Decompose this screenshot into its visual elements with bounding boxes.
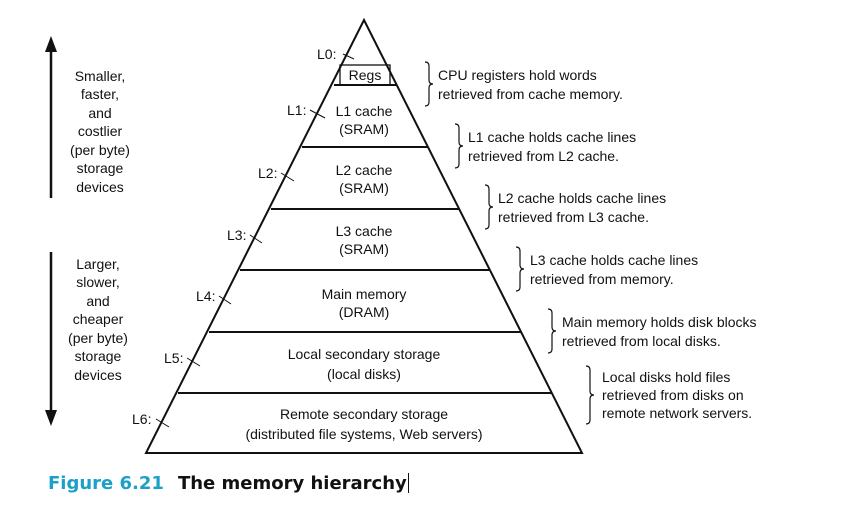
desc-l1-line2: retrieved from L2 cache. <box>468 148 619 164</box>
brace-l4 <box>547 308 557 354</box>
brace-l3 <box>515 246 525 292</box>
side-note-top-line1: Smaller, <box>75 68 126 84</box>
level-label-l5: L5: <box>164 350 201 367</box>
level-label-l3: L3: <box>227 227 263 244</box>
figure-title: The memory hierarchy <box>177 473 407 494</box>
desc-l3-line1: L3 cache holds cache lines <box>530 252 698 268</box>
figure-caption: Figure 6.21 The memory hierarchy <box>48 473 409 494</box>
side-note-top-line4: costlier <box>78 123 123 139</box>
svg-text:L1:: L1: <box>287 102 306 118</box>
side-note-bottom-line6: storage <box>75 348 122 364</box>
level-label-l6: L6: <box>132 411 170 428</box>
tier-l2-tech: (SRAM) <box>339 180 389 196</box>
desc-l2-line1: L2 cache holds cache lines <box>498 190 666 206</box>
side-note-bottom-line5: (per byte) <box>68 330 128 346</box>
desc-l3-line2: retrieved from memory. <box>530 271 674 287</box>
side-note-top-line5: (per byte) <box>70 142 130 158</box>
text-cursor <box>407 473 409 493</box>
side-note-bottom-line4: cheaper <box>73 311 124 327</box>
down-arrow-icon <box>45 252 57 426</box>
tier-l5-tech: (local disks) <box>327 366 401 382</box>
side-note-top-line6: storage <box>77 160 124 176</box>
tier-l5-name: Local secondary storage <box>288 346 441 362</box>
desc-l5-line2: retrieved from disks on <box>602 387 744 403</box>
svg-text:L6:: L6: <box>132 411 151 427</box>
up-arrow-icon <box>45 36 57 198</box>
side-note-bottom-line7: devices <box>74 367 121 383</box>
desc-l1-line1: L1 cache holds cache lines <box>468 129 636 145</box>
level-label-l2: L2: <box>258 165 295 182</box>
tier-l4-tech: (DRAM) <box>339 304 390 320</box>
svg-text:L0:: L0: <box>317 46 336 62</box>
tier-l3-tech: (SRAM) <box>339 241 389 257</box>
desc-l4-line2: retrieved from local disks. <box>562 333 721 349</box>
side-note-bottom-line2: slower, <box>76 274 120 290</box>
svg-text:L5:: L5: <box>164 350 183 366</box>
svg-text:L2:: L2: <box>258 165 277 181</box>
desc-l5-line1: Local disks hold files <box>602 369 730 385</box>
memory-hierarchy-diagram: L0: L1: L2: L3: L4: L5: L6: Regs L1 <box>45 17 757 454</box>
tier-l3-name: L3 cache <box>336 223 393 239</box>
side-note-top-line3: and <box>88 105 111 121</box>
tier-l2-name: L2 cache <box>336 162 393 178</box>
brace-l1 <box>454 123 464 169</box>
level-label-l0: L0: <box>317 46 355 62</box>
desc-l2-line2: retrieved from L3 cache. <box>498 209 649 225</box>
side-note-bottom-line1: Larger, <box>76 256 120 272</box>
desc-l0-line1: CPU registers hold words <box>438 67 597 83</box>
tier-l6-tech: (distributed file systems, Web servers) <box>245 426 482 442</box>
tier-l6-name: Remote secondary storage <box>280 406 448 422</box>
svg-text:L3:: L3: <box>227 227 246 243</box>
tier-l1-tech: (SRAM) <box>339 121 389 137</box>
level-label-l1: L1: <box>287 102 326 119</box>
tier-l1-name: L1 cache <box>336 103 393 119</box>
tier-l4-name: Main memory <box>322 286 407 302</box>
level-label-l4: L4: <box>196 288 232 305</box>
desc-l5-line3: remote network servers. <box>602 405 752 421</box>
tier-l0-name: Regs <box>349 67 382 83</box>
figure-number: Figure 6.21 <box>48 473 164 494</box>
side-note-top-line2: faster, <box>81 86 119 102</box>
desc-l0-line2: retrieved from cache memory. <box>438 86 623 102</box>
brace-l5 <box>585 365 595 425</box>
side-note-top-line7: devices <box>76 179 123 195</box>
svg-text:L4:: L4: <box>196 288 215 304</box>
side-note-bottom-line3: and <box>86 293 109 309</box>
brace-l0 <box>424 61 434 107</box>
brace-l2 <box>484 184 494 230</box>
pyramid-outline <box>144 17 584 454</box>
desc-l4-line1: Main memory holds disk blocks <box>562 314 757 330</box>
